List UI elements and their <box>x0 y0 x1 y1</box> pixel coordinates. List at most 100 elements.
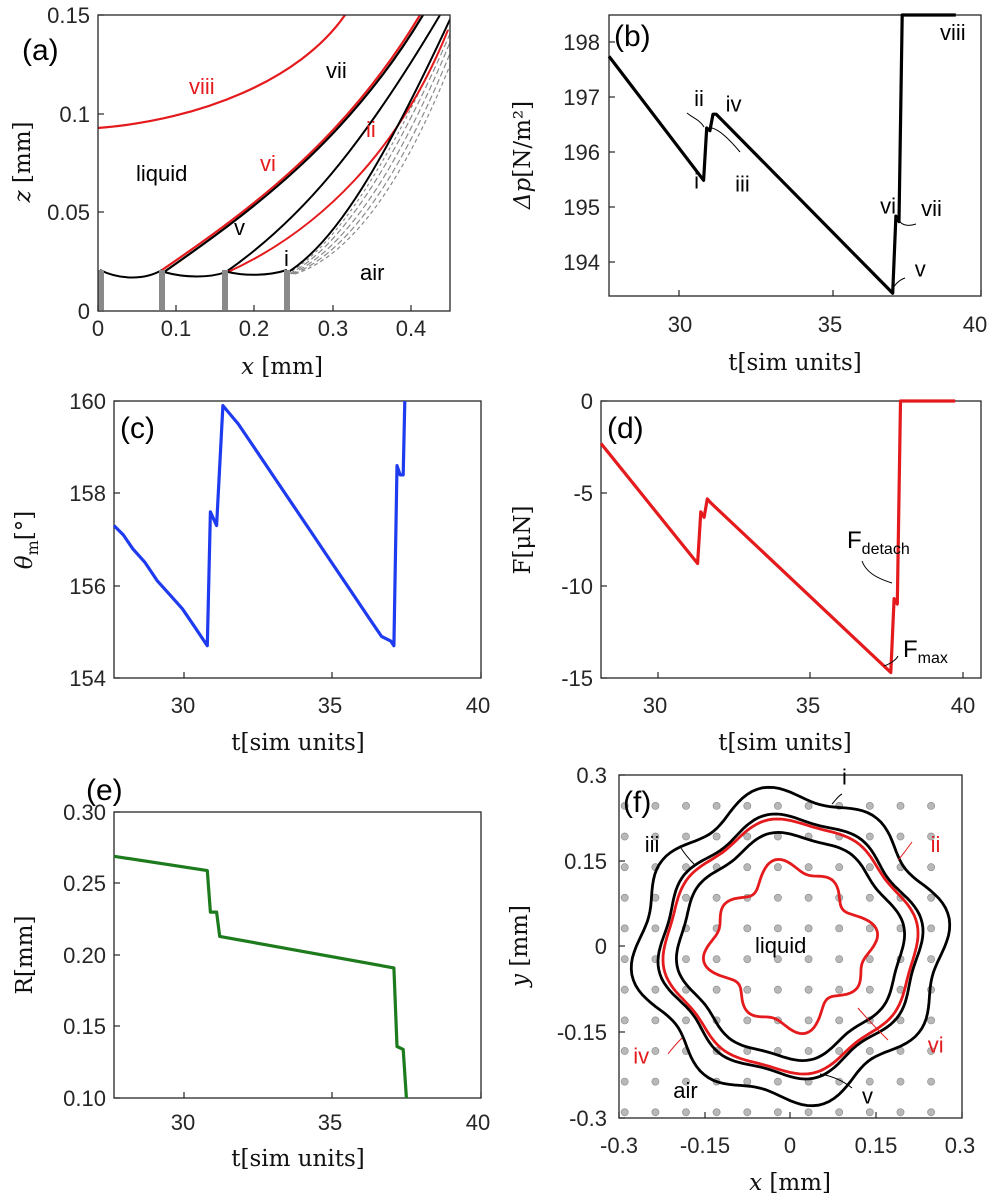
panel-a: 0 0.1 0.2 0.3 0.4 0 0.05 0.1 0.15 x [mm]… <box>10 3 451 380</box>
curve-vii <box>163 15 424 273</box>
b-xtick-40: 40 <box>963 312 987 337</box>
a-xtick-3: 0.3 <box>318 316 349 341</box>
pillar-dot <box>927 1016 935 1025</box>
a-ytick-1: 0.05 <box>47 200 90 225</box>
pillar-dot <box>743 1108 752 1117</box>
f-ytick-m015: -0.15 <box>557 1020 607 1045</box>
contour-v <box>674 830 907 1063</box>
pillar-1 <box>98 270 104 310</box>
pillar-dot <box>743 832 752 841</box>
pillar-dot <box>620 1077 629 1086</box>
b-ytick-198: 198 <box>563 30 600 55</box>
b-label-iii: iii <box>735 171 750 196</box>
d-xtick-35: 35 <box>796 693 820 718</box>
pillar-dot <box>774 924 782 933</box>
c-xtick-40: 40 <box>466 693 490 718</box>
pillar-dot <box>927 893 935 902</box>
pillar-dot <box>896 1077 905 1086</box>
f-ylabel: y [mm] <box>507 905 533 988</box>
b-ytick-197: 197 <box>563 85 600 110</box>
axes-box-b <box>608 14 982 297</box>
d-label-fmax: Fmax <box>903 636 948 667</box>
pillar-dot <box>620 955 629 963</box>
b-leaders <box>686 112 917 294</box>
b-ytick-195: 195 <box>563 195 600 220</box>
c-ylabel: θm[°] <box>12 511 42 569</box>
pillar-dot <box>774 1108 782 1117</box>
pillar-dot <box>682 1077 690 1086</box>
pillar-dot <box>804 924 813 933</box>
f-xtick-m03: -0.3 <box>600 1133 638 1158</box>
e-panel-label: (e) <box>86 774 123 807</box>
c-ytick-154: 154 <box>69 666 106 691</box>
pillar-dot <box>927 863 935 872</box>
pillar-dot <box>651 802 660 810</box>
gray-contour-4 <box>294 63 450 275</box>
axes-box-a <box>97 14 451 312</box>
pillar-dot <box>651 1077 660 1086</box>
contour-i <box>629 785 952 1108</box>
f-label-vi: vi <box>928 1032 944 1057</box>
e-ytick-030: 0.30 <box>63 800 106 825</box>
b-label-i: i <box>694 169 699 194</box>
pillar-dot <box>651 1108 660 1117</box>
pillar-dot <box>743 985 752 994</box>
pillar-dot <box>620 924 629 933</box>
ticks-a <box>97 14 412 312</box>
f-label-iv: iv <box>633 1044 649 1069</box>
f-ytick-m03: -0.3 <box>569 1106 607 1131</box>
pillar-dot <box>682 893 690 902</box>
e-series-radius <box>113 854 408 1099</box>
pillar-dot <box>865 893 874 902</box>
a-xlabel: x [mm] <box>241 354 323 380</box>
d-leaders <box>861 560 899 667</box>
f-label-v: v <box>862 1084 873 1109</box>
pillar-dot <box>682 1016 690 1025</box>
pillar-dot <box>651 1047 660 1055</box>
b-series-dp <box>607 13 956 295</box>
pillar-dot <box>865 955 874 963</box>
pillar-dot <box>774 955 782 963</box>
pillar-dot <box>835 1108 844 1117</box>
pillar-dot <box>896 1016 905 1025</box>
pillar-dot <box>865 1108 874 1117</box>
pillar-dot <box>743 802 752 810</box>
f-ytick-0: 0 <box>595 934 607 959</box>
b-xtick-35: 35 <box>818 312 842 337</box>
a-xtick-2: 0.2 <box>239 316 270 341</box>
pillar-dot <box>620 832 629 841</box>
pillar-dot <box>774 1077 782 1086</box>
pillar-dot <box>865 802 874 810</box>
pillar-dot <box>620 1047 629 1055</box>
ticks-b <box>609 41 982 296</box>
panel-b: 30 35 40 194 195 196 197 198 t[sim units… <box>510 13 987 376</box>
curve-viii <box>98 15 346 130</box>
pillar-dot <box>865 1047 874 1055</box>
panel-d: 30 35 40 0 -5 -10 -15 t[sim units] F[μN]… <box>510 389 982 756</box>
ticks-f <box>618 774 963 1119</box>
pillar-dot <box>743 863 752 872</box>
e-xtick-35: 35 <box>318 1110 342 1135</box>
pillar-dot <box>682 802 690 810</box>
pillar-dot <box>804 802 813 810</box>
meniscus-3 <box>227 269 288 276</box>
a-label-ii: ii <box>366 117 376 142</box>
pillar-dot <box>835 924 844 933</box>
d-ytick-m5: -5 <box>573 481 593 506</box>
pillar-dot <box>620 985 629 994</box>
e-xtick-40: 40 <box>466 1110 490 1135</box>
pillar-dot <box>682 832 690 841</box>
contour-vi <box>701 857 880 1036</box>
axes-box-c <box>113 400 482 679</box>
pillar-dot <box>712 985 721 994</box>
pillar-dot <box>865 832 874 841</box>
gray-contour-3 <box>292 51 450 275</box>
b-label-v: v <box>915 257 926 282</box>
d-xtick-40: 40 <box>951 693 975 718</box>
pillar-dot <box>896 802 905 810</box>
pillar-dot <box>835 1016 844 1025</box>
d-ytick-0: 0 <box>581 389 593 414</box>
pillar-dot <box>865 863 874 872</box>
pillar-dot <box>804 1047 813 1055</box>
b-ylabel: Δp[N/m²] <box>510 101 536 210</box>
